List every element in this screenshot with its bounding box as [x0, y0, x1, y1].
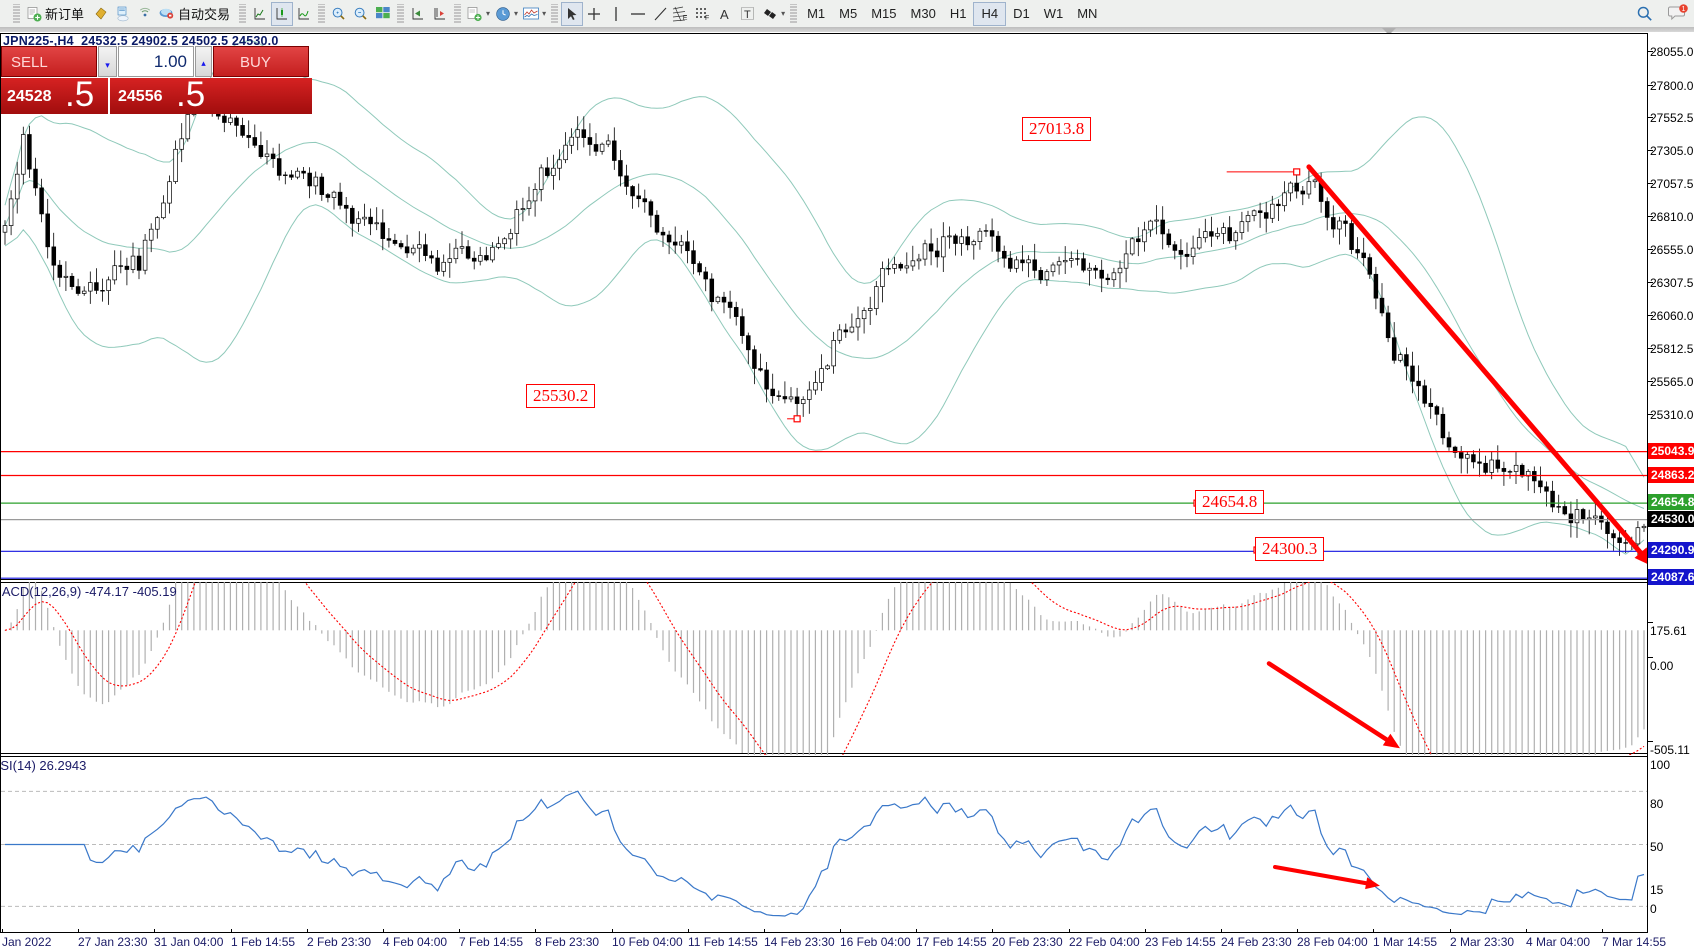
svg-text:A: A — [720, 7, 729, 22]
svg-text:1: 1 — [1682, 6, 1686, 13]
svg-text:T: T — [744, 9, 751, 21]
